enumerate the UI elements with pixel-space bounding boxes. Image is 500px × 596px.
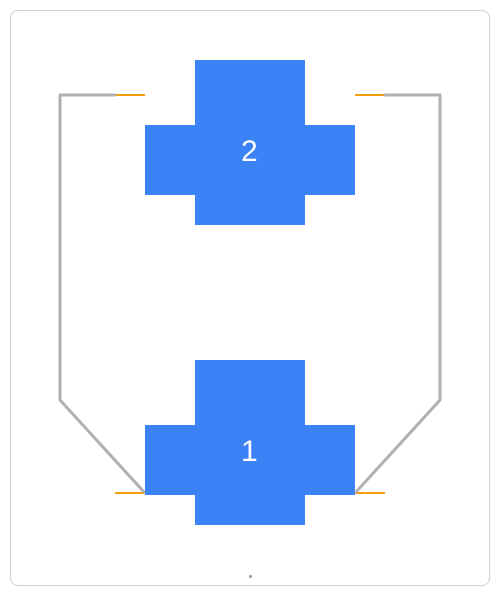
pad-1-label: 1 [241, 435, 258, 469]
pad-2-label: 2 [241, 135, 258, 169]
footprint-diagram: 2 1 [0, 0, 500, 596]
origin-dot [249, 575, 252, 578]
lead-top-left [115, 94, 145, 96]
lead-top-right [355, 94, 385, 96]
lead-bottom-left [115, 492, 145, 494]
lead-bottom-right [355, 492, 385, 494]
